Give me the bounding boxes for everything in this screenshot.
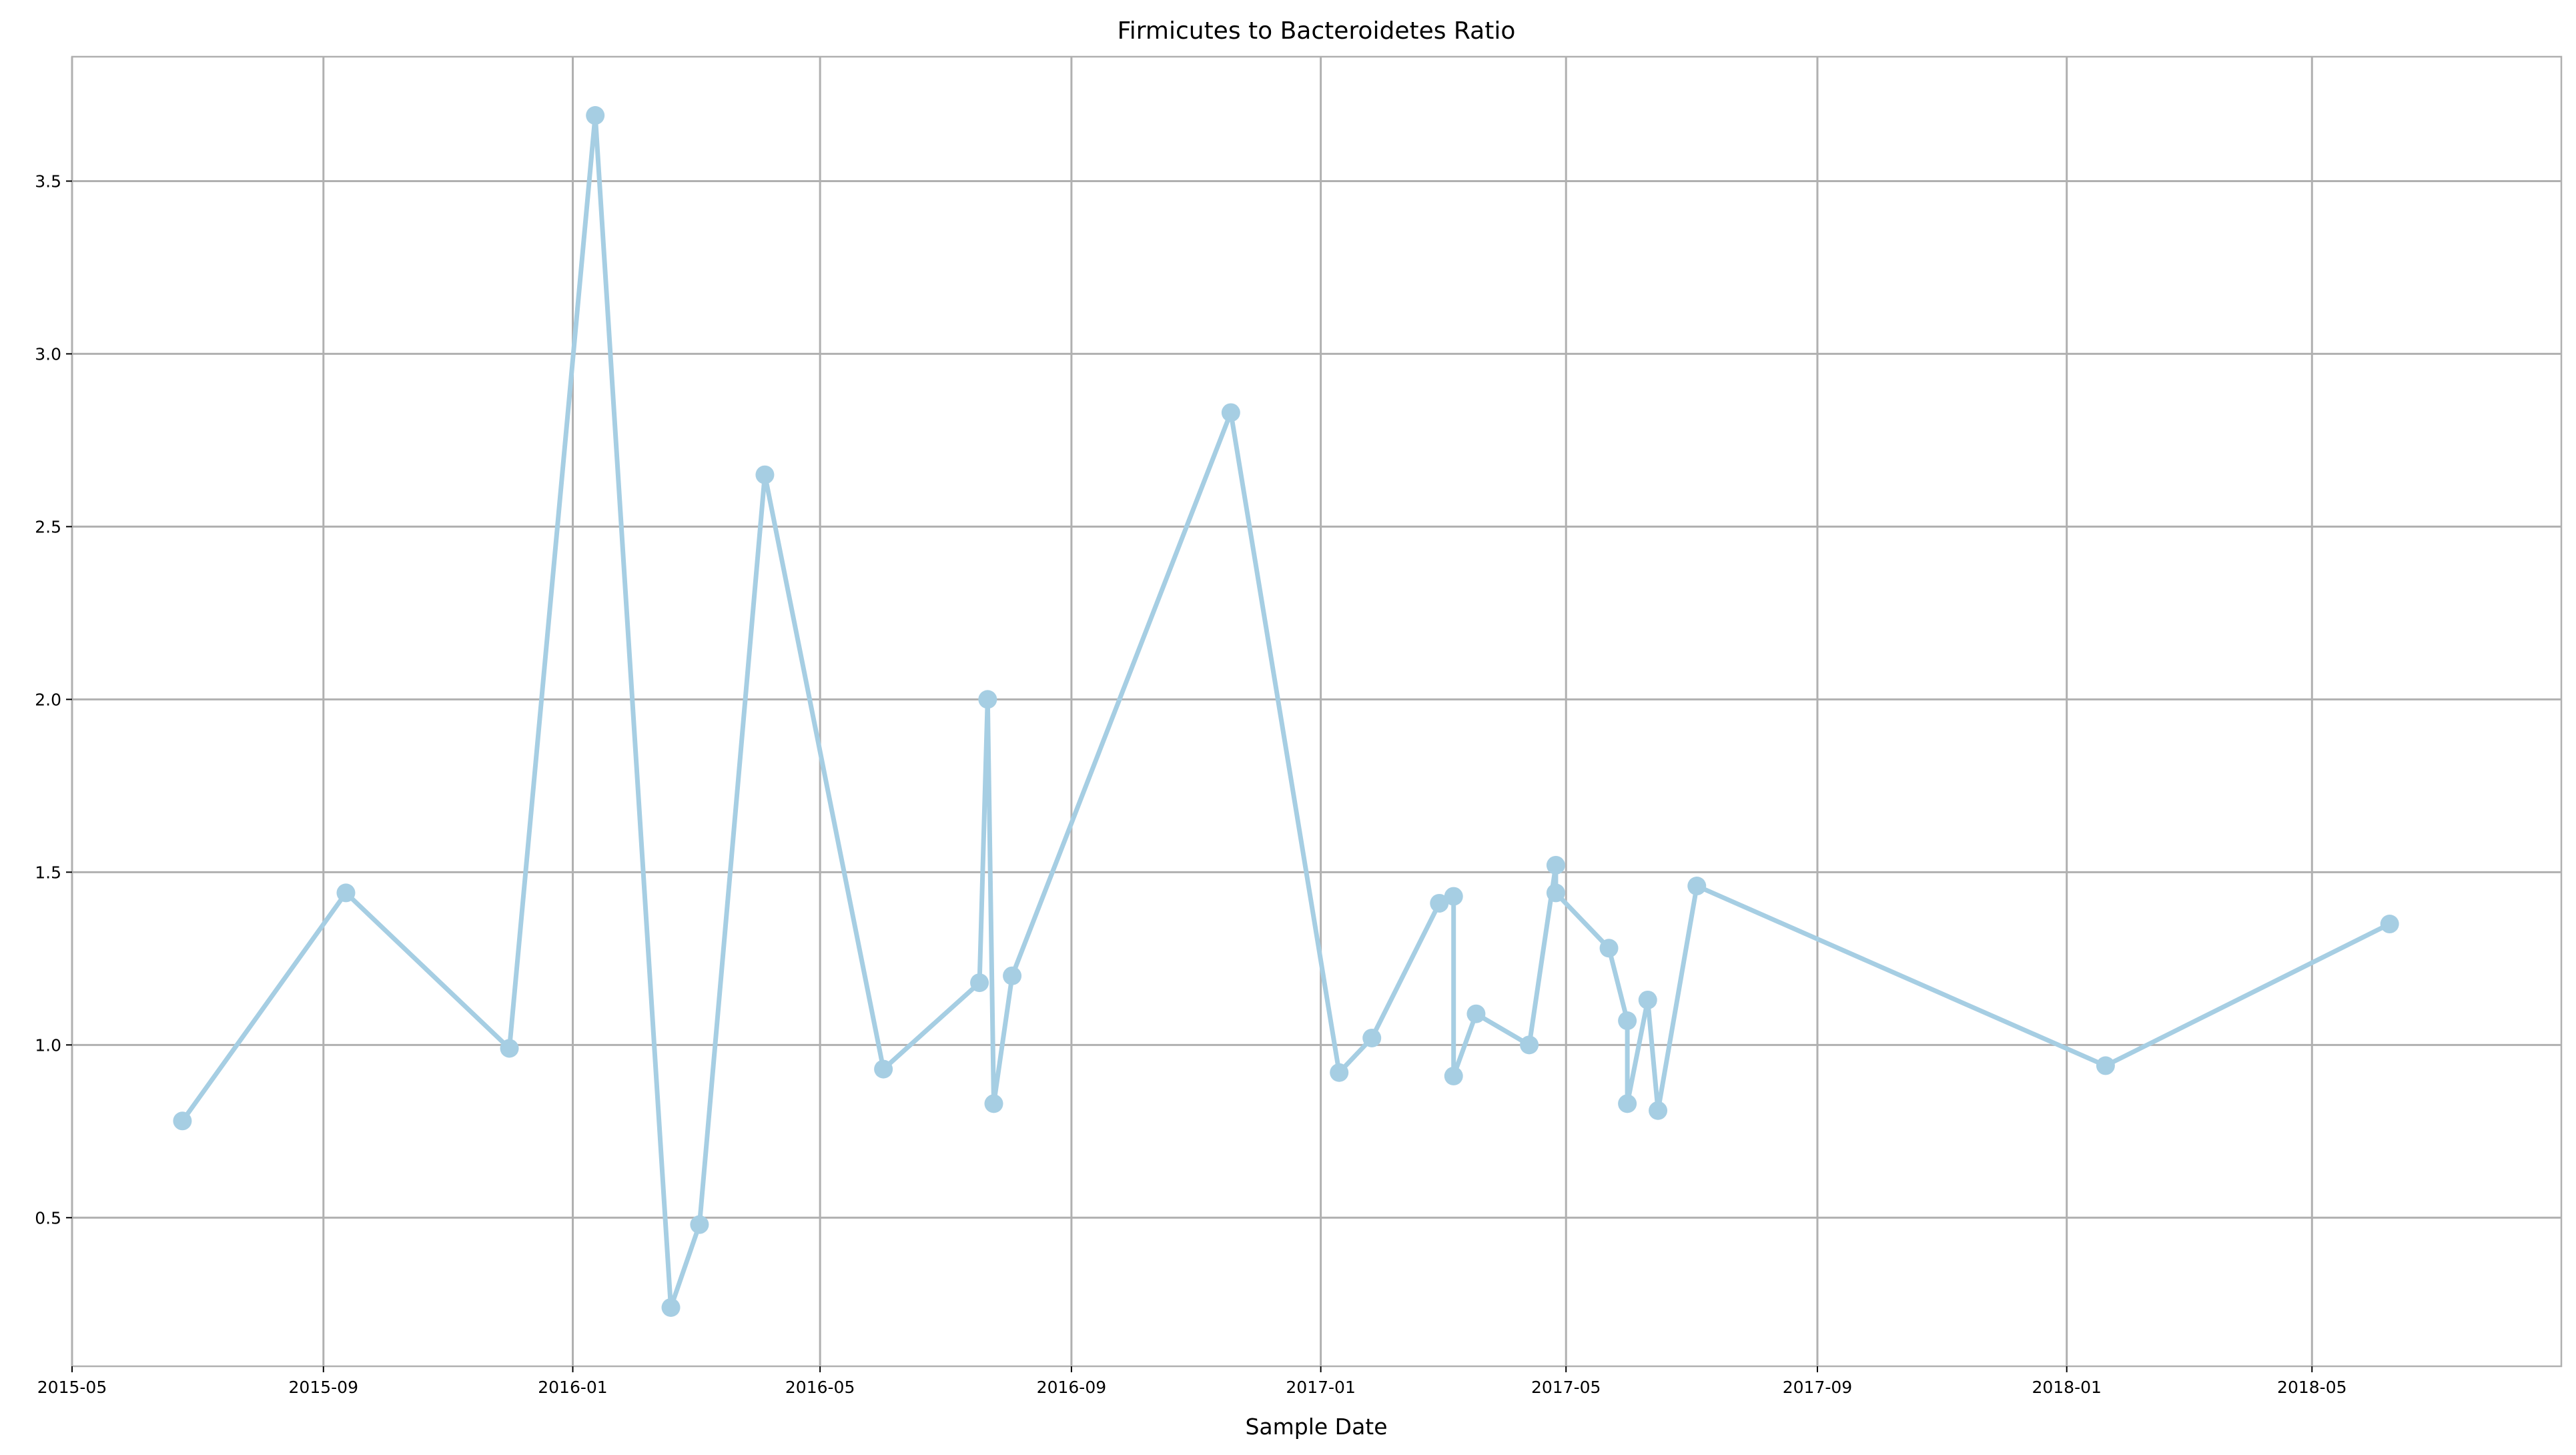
data-point[interactable]	[984, 1094, 1003, 1113]
data-point[interactable]	[1330, 1063, 1349, 1082]
data-point[interactable]	[1618, 1094, 1637, 1113]
data-point[interactable]	[1221, 403, 1240, 422]
data-point[interactable]	[1638, 990, 1657, 1009]
data-point[interactable]	[586, 106, 605, 125]
x-tick-label: 2018-05	[2277, 1378, 2346, 1397]
y-tick-label: 0.5	[35, 1208, 61, 1228]
data-point[interactable]	[1003, 966, 1022, 985]
data-point[interactable]	[874, 1059, 893, 1079]
grid	[71, 57, 2561, 1366]
series-line	[179, 113, 2393, 1310]
data-point[interactable]	[755, 465, 775, 484]
data-point[interactable]	[970, 973, 989, 993]
data-point[interactable]	[661, 1298, 681, 1317]
data-point[interactable]	[1618, 1011, 1637, 1031]
x-tick-label: 2018-01	[2032, 1378, 2101, 1397]
data-point[interactable]	[2096, 1056, 2115, 1075]
data-point[interactable]	[1362, 1028, 1382, 1047]
y-tick-label: 3.0	[35, 344, 61, 364]
x-tick-label: 2016-09	[1037, 1378, 1106, 1397]
data-point[interactable]	[336, 883, 356, 903]
y-tick-label: 1.0	[35, 1035, 61, 1055]
x-tick-label: 2016-05	[785, 1378, 855, 1397]
y-tick-label: 3.5	[35, 171, 61, 191]
data-point[interactable]	[690, 1215, 709, 1234]
axis-ticks: 2015-05 2015-09 2016-01 2016-05 2016-09 2017-…	[35, 171, 2346, 1397]
data-point[interactable]	[978, 690, 997, 709]
data-point[interactable]	[1444, 1066, 1463, 1085]
data-point[interactable]	[500, 1039, 519, 1058]
x-tick-label: 2017-01	[1286, 1378, 1355, 1397]
data-point[interactable]	[1466, 1004, 1486, 1023]
x-tick-label: 2015-05	[37, 1378, 107, 1397]
y-tick-label: 2.0	[35, 690, 61, 709]
data-point[interactable]	[1546, 883, 1565, 903]
data-point[interactable]	[1546, 855, 1565, 875]
x-tick-label: 2015-09	[289, 1378, 358, 1397]
y-tick-label: 1.5	[35, 863, 61, 882]
chart-title: Firmicutes to Bacteroidetes Ratio	[1118, 17, 1516, 45]
data-point[interactable]	[1649, 1101, 1668, 1120]
series	[173, 106, 2399, 1317]
x-axis-label: Sample Date	[1245, 1414, 1387, 1440]
data-point[interactable]	[1520, 1035, 1539, 1055]
x-tick-label: 2016-01	[538, 1378, 607, 1397]
data-point[interactable]	[1687, 877, 1707, 896]
data-point[interactable]	[1430, 893, 1449, 913]
plot-frame	[71, 55, 2563, 1368]
data-point[interactable]	[1444, 887, 1463, 906]
data-point[interactable]	[1599, 939, 1619, 958]
y-tick-label: 2.5	[35, 517, 61, 536]
data-point[interactable]	[2380, 915, 2399, 934]
x-tick-label: 2017-09	[1783, 1378, 1852, 1397]
x-tick-label: 2017-05	[1531, 1378, 1601, 1397]
data-point[interactable]	[173, 1111, 192, 1131]
